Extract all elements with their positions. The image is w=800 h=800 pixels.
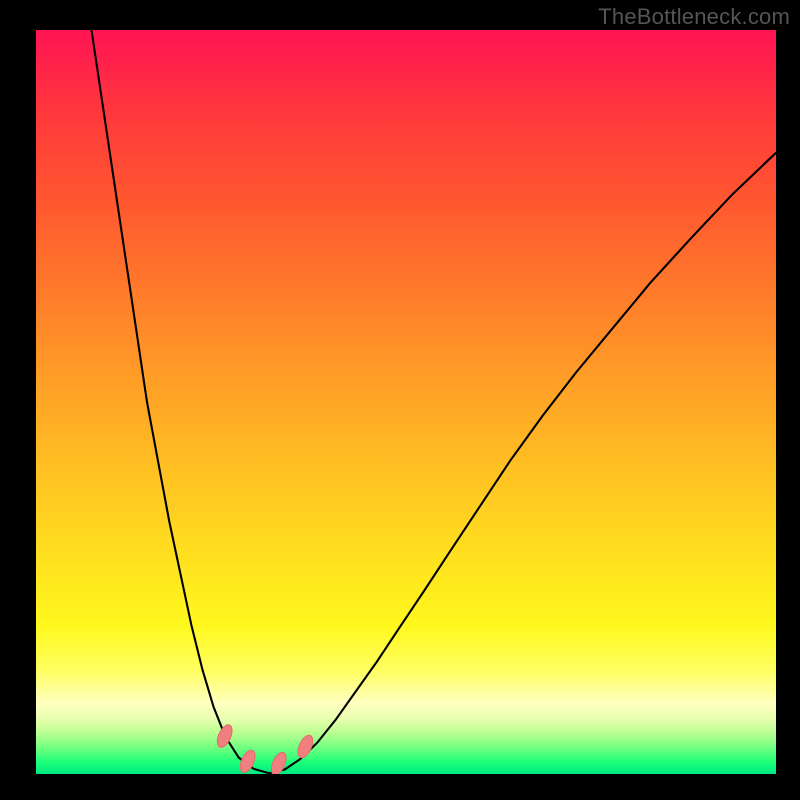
bottleneck-curve bbox=[92, 30, 777, 773]
figure-frame: TheBottleneck.com bbox=[0, 0, 800, 800]
curve-marker-2 bbox=[268, 750, 289, 774]
watermark-text: TheBottleneck.com bbox=[598, 4, 790, 30]
curve-layer bbox=[36, 30, 776, 774]
plot-area bbox=[36, 30, 776, 774]
